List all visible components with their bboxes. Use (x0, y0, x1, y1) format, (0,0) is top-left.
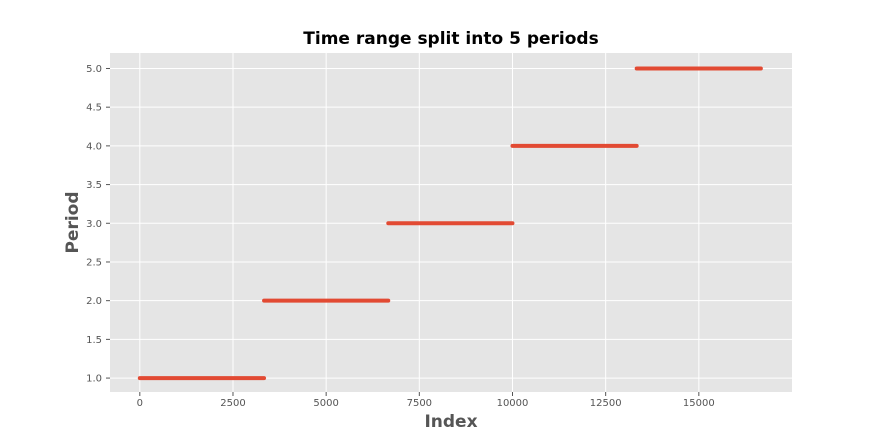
x-tick-label: 12500 (590, 398, 622, 409)
x-tick-label: 0 (137, 398, 143, 409)
y-tick-label: 2.5 (86, 257, 102, 268)
x-tick-label: 7500 (407, 398, 432, 409)
y-tick-label: 2.0 (86, 296, 102, 307)
y-tick-label: 3.5 (86, 180, 102, 191)
y-tick-label: 3.0 (86, 219, 102, 230)
x-tick-label: 15000 (683, 398, 715, 409)
y-tick-label: 1.5 (86, 335, 102, 346)
x-axis-label: Index (424, 412, 477, 432)
y-tick-label: 4.0 (86, 141, 102, 152)
y-tick-label: 1.0 (86, 374, 102, 385)
x-tick-label: 5000 (313, 398, 338, 409)
y-tick-label: 5.0 (86, 64, 102, 75)
y-tick-label: 4.5 (86, 103, 102, 114)
chart-title: Time range split into 5 periods (303, 29, 598, 49)
series-layer (137, 66, 763, 381)
y-axis: 1.0 1.5 2.0 2.5 3.0 3.5 4.0 4.5 5.0 (86, 64, 110, 385)
x-tick-label: 2500 (220, 398, 245, 409)
x-tick-label: 10000 (497, 398, 529, 409)
x-axis: 0 2500 5000 7500 10000 12500 15000 (137, 392, 715, 409)
y-axis-label: Period (63, 191, 83, 253)
